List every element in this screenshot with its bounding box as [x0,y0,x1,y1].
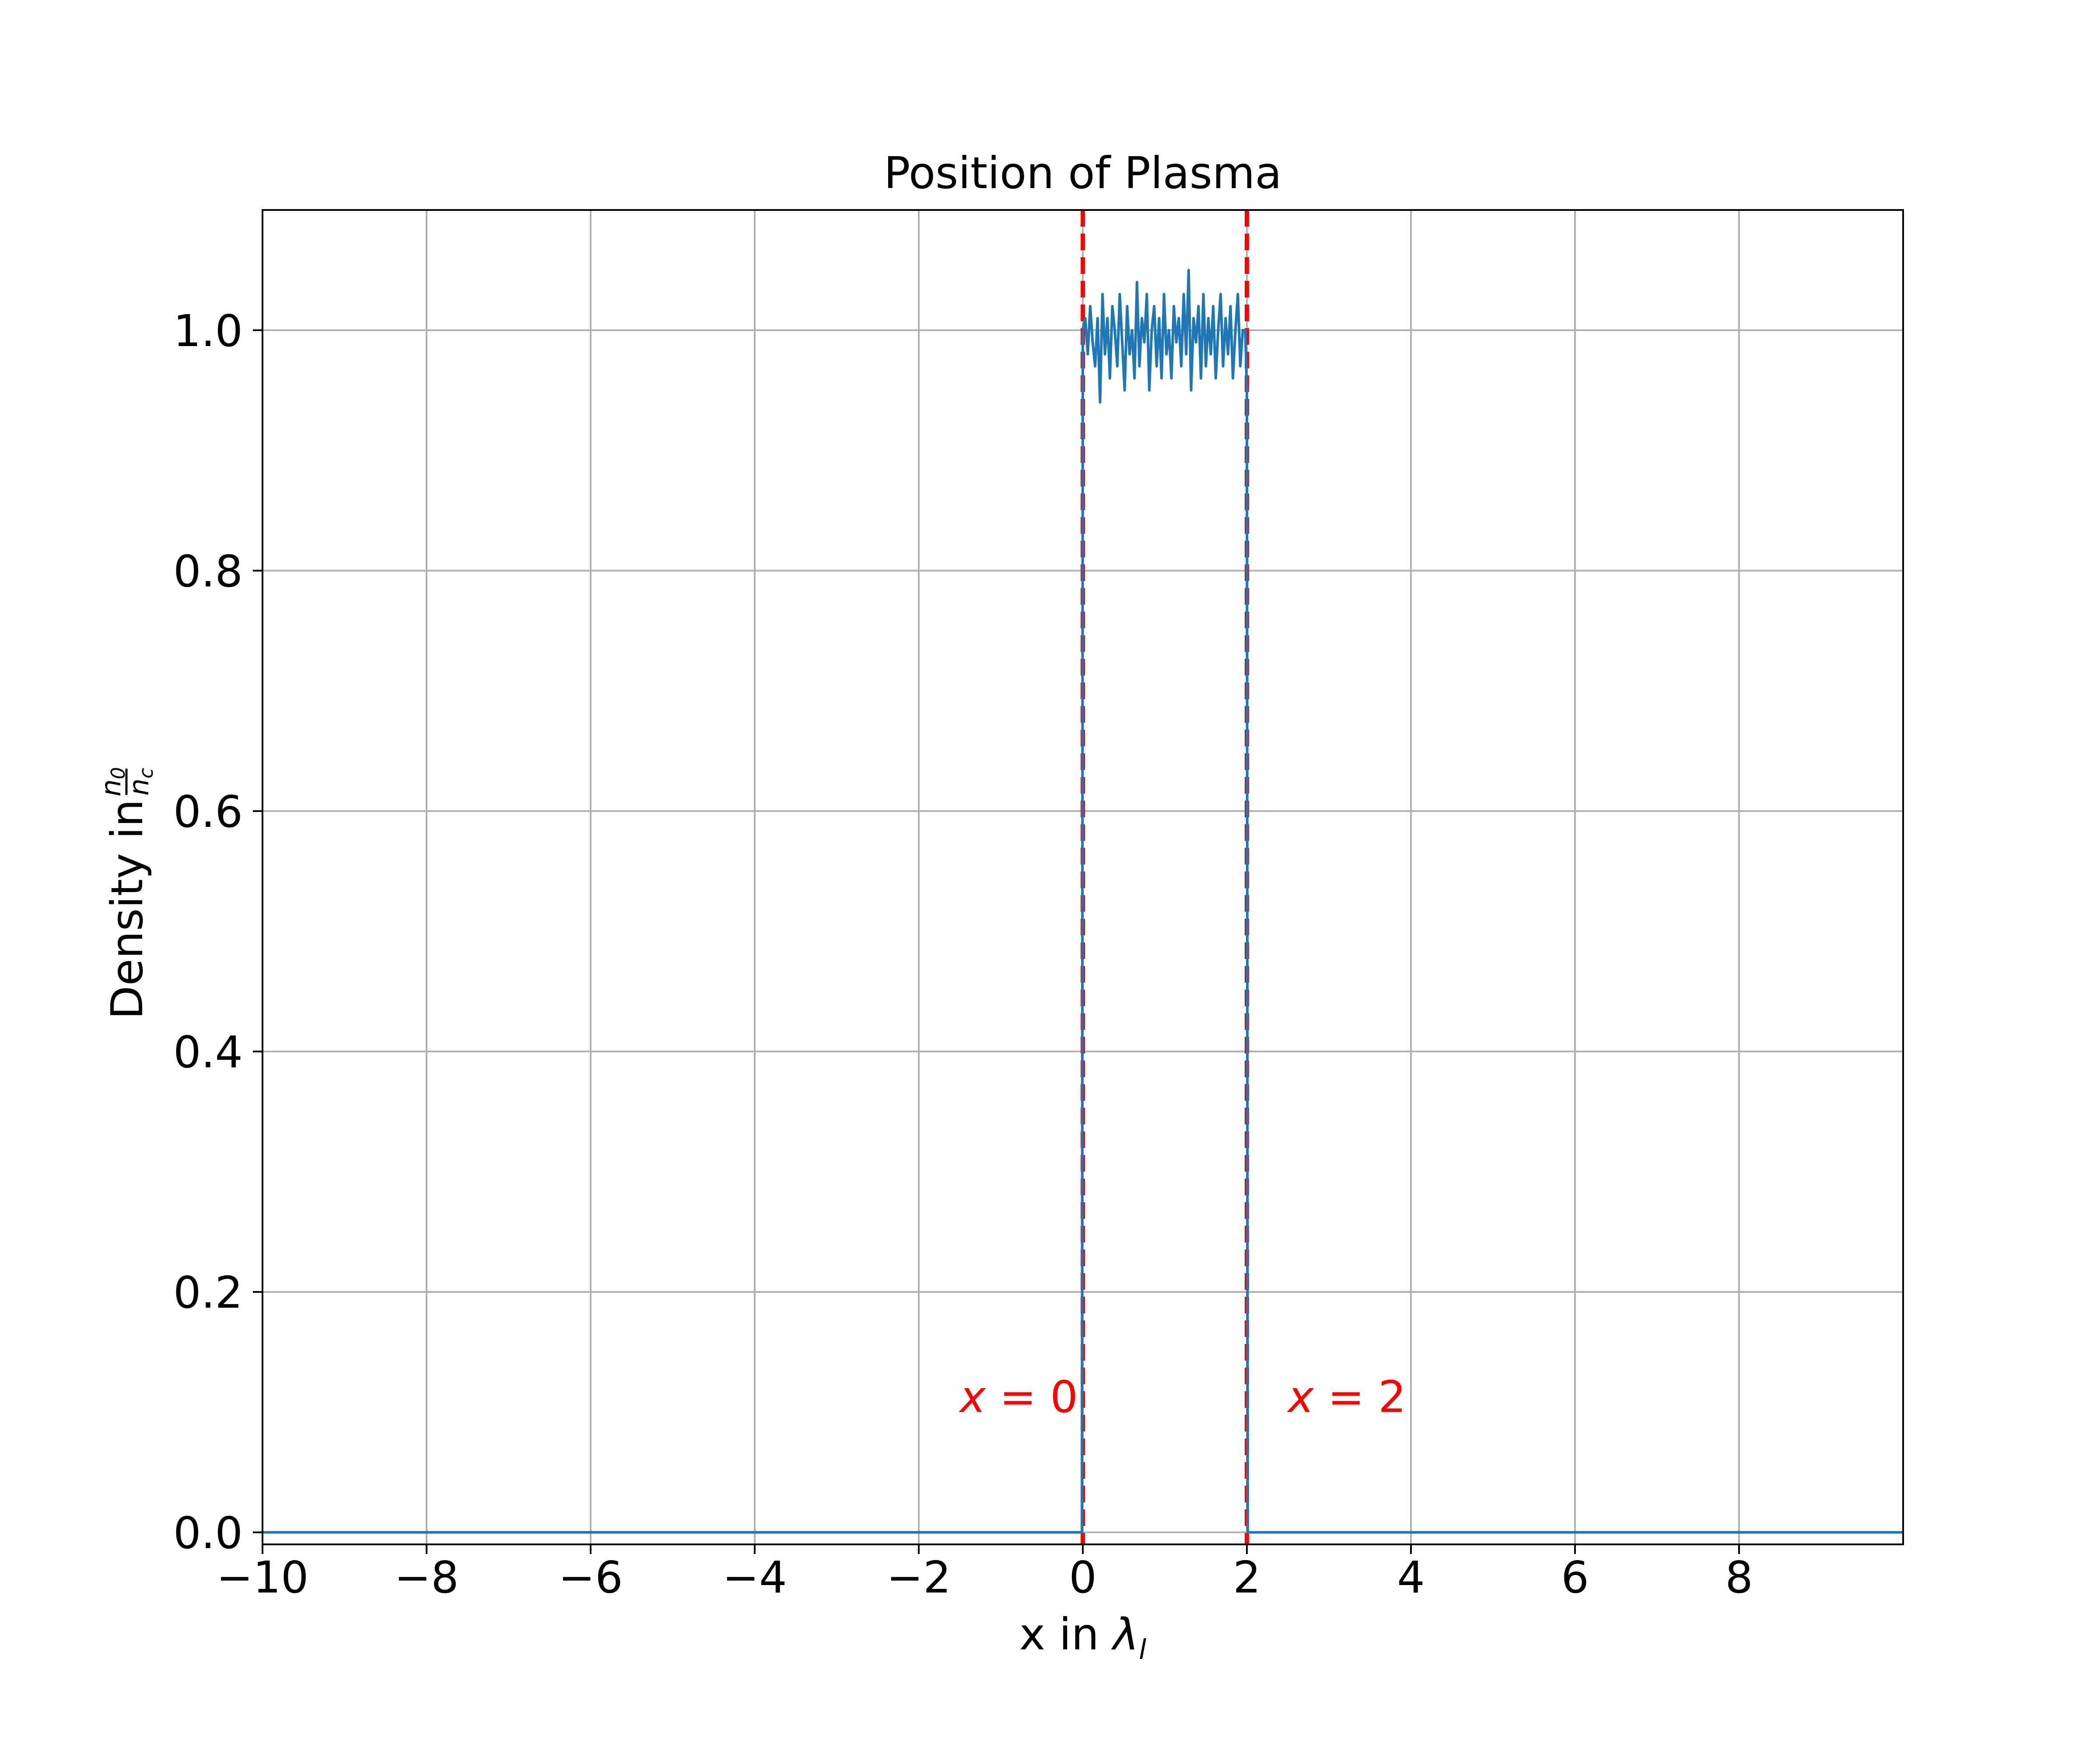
ticks: −10 −8 −6 −4 −2 0 2 4 6 8 0.0 0.2 0.4 0.6 0.8 1.0 [173,305,1753,1603]
y-tick-label: 0.8 [173,546,243,597]
x-tick-label: −2 [886,1552,951,1603]
annotation: x = 2 [1287,1372,1406,1423]
chart-title: Position of Plasma [884,147,1281,199]
x-tick-label: 6 [1561,1552,1589,1603]
y-tick-label: 0.0 [173,1508,243,1559]
x-tick-label: 8 [1725,1552,1753,1603]
y-axis-label-fraction: n0 nc [95,767,158,796]
x-tick-label: −10 [216,1552,308,1603]
y-axis-label-denominator: nc [123,768,158,796]
annotations: x = 0 x = 2 [959,1372,1406,1423]
x-tick-label: −6 [558,1552,623,1603]
y-tick-label: 1.0 [173,305,243,357]
x-tick-label: 4 [1397,1552,1425,1603]
density-line [262,269,1903,1534]
series-layer [262,269,1903,1534]
x-axis-label-subscript: l [1139,1634,1146,1666]
y-axis-label-text: Density in [102,799,153,1019]
x-axis-label-symbol: λ [1111,1609,1139,1660]
y-tick-label: 0.4 [173,1026,243,1078]
x-tick-label: −4 [722,1552,787,1603]
annotation: x = 0 [959,1372,1078,1423]
y-tick-label: 0.6 [173,786,243,837]
x-tick-label: 2 [1233,1552,1261,1603]
y-axis-label: Density in n0 nc [95,767,158,1019]
y-tick-label: 0.2 [173,1267,243,1318]
x-tick-label: 0 [1069,1552,1097,1603]
x-axis-label-text: x in [1019,1609,1113,1660]
x-axis-label: x in λl [1019,1609,1146,1666]
x-tick-label: −8 [394,1552,458,1603]
